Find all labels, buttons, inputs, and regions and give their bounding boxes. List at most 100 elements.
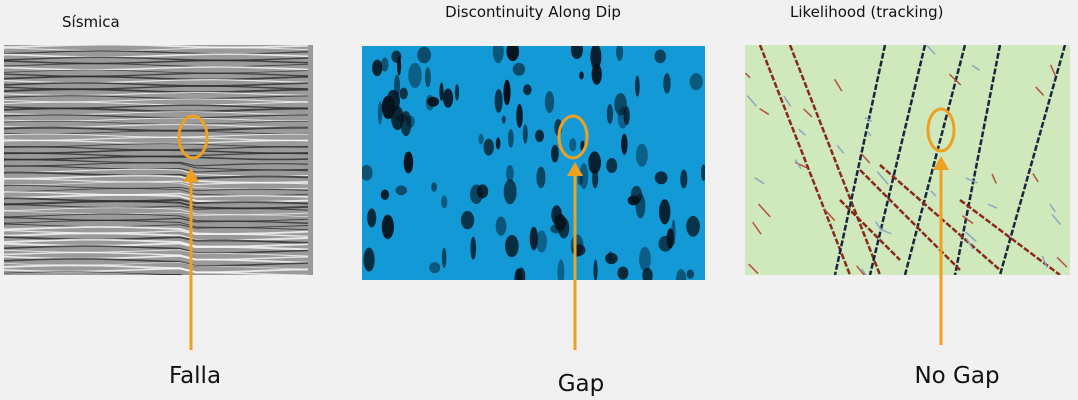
arrow-head — [183, 168, 199, 182]
discontinuity-blob — [623, 106, 630, 126]
discontinuity-blob — [454, 84, 460, 101]
fault-fragment — [874, 221, 883, 232]
seismic-reflector — [4, 210, 309, 217]
discontinuity-blob — [395, 185, 408, 196]
seismic-reflector — [4, 178, 309, 186]
discontinuity-blob — [492, 46, 504, 64]
discontinuity-blob — [592, 169, 599, 189]
discontinuity-blob — [522, 124, 528, 144]
fault-fragment — [991, 173, 997, 184]
discontinuity-blob — [686, 269, 695, 279]
discontinuity-blob — [635, 193, 646, 219]
seismic-reflector — [4, 75, 309, 81]
discontinuity-blob — [700, 164, 705, 181]
seismic-reflector — [4, 220, 309, 228]
seismic-reflector — [4, 59, 309, 65]
fault-fragment — [751, 221, 762, 235]
discontinuity-blob — [570, 46, 583, 60]
seismic-reflector — [4, 47, 309, 52]
seismic-reflector — [4, 267, 309, 275]
discontinuity-blob — [535, 230, 548, 253]
discontinuity-blob — [406, 115, 415, 128]
seismic-reflector — [4, 264, 309, 274]
discontinuity-blob — [503, 179, 517, 205]
fault-fragment — [746, 95, 757, 107]
discontinuity-blob — [557, 259, 565, 280]
fault-fragment — [987, 203, 998, 209]
fault-fragment — [864, 116, 873, 123]
discontinuity-blob — [606, 104, 614, 125]
discontinuity-blob — [591, 63, 602, 85]
discontinuity-blob — [639, 246, 651, 272]
fault-fragment — [971, 64, 980, 71]
discontinuity-blob — [442, 88, 454, 108]
discontinuity-blob — [544, 90, 555, 113]
seismic-reflector — [4, 238, 309, 248]
seismic-reflector — [4, 271, 183, 275]
highlight-ellipse — [926, 107, 956, 153]
panel-title: Sísmica — [62, 13, 120, 31]
discontinuity-blob — [494, 88, 503, 113]
arrow-head — [567, 162, 583, 176]
likelihood-image — [745, 45, 1070, 275]
seismic-reflector — [4, 63, 309, 68]
fault-fragment — [948, 73, 962, 86]
seismic-reflector — [4, 82, 309, 87]
seismic-reflector — [4, 242, 309, 251]
discontinuity-blob — [635, 75, 640, 97]
seismic-reflector — [4, 107, 309, 113]
discontinuity-blob — [495, 216, 507, 236]
discontinuity-blob — [523, 84, 532, 96]
discontinuity-blob — [367, 208, 377, 228]
discontinuity-blob — [616, 46, 624, 61]
discontinuity-texture — [362, 46, 705, 280]
discontinuity-blob — [507, 129, 514, 148]
seismic-reflector — [4, 251, 309, 261]
fault-fragment — [794, 159, 802, 170]
discontinuity-blob — [425, 94, 435, 111]
discontinuity-blob — [408, 62, 422, 88]
discontinuity-blob — [590, 46, 602, 70]
fault-fragment — [798, 128, 806, 136]
discontinuity-blob — [535, 129, 545, 143]
discontinuity-blob — [380, 189, 390, 200]
seismic-reflector — [4, 232, 309, 242]
discontinuity-blob — [381, 214, 394, 240]
seismic-reflector — [4, 258, 309, 267]
fault-fragment — [759, 108, 770, 116]
fault-fragment — [748, 263, 759, 275]
discontinuity-blob — [495, 137, 501, 150]
discontinuity-blob — [516, 267, 526, 280]
fault-fragment — [1035, 86, 1045, 96]
discontinuity-blob — [501, 115, 506, 124]
discontinuity-blob — [506, 46, 520, 62]
fault-fragment — [1049, 203, 1056, 213]
seismic-reflector — [4, 120, 309, 125]
discontinuity-blob — [617, 266, 629, 280]
panel-caption: No Gap — [914, 363, 999, 389]
discontinuity-blob — [642, 267, 653, 280]
discontinuity-blob — [659, 199, 671, 225]
seismic-reflector — [4, 72, 309, 77]
discontinuity-blob — [680, 169, 688, 189]
discontinuity-blob — [380, 57, 389, 72]
seismic-reflector — [4, 126, 308, 132]
seismic-reflector — [4, 53, 309, 58]
fault-fragment — [926, 45, 936, 55]
seismic-reflector — [4, 245, 309, 254]
seismic-reflector — [4, 204, 309, 211]
highlight-ellipse — [177, 114, 209, 160]
fault-fragment — [876, 171, 889, 185]
fault-fragment — [836, 144, 845, 154]
fault-fragment — [860, 153, 871, 164]
discontinuity-blob — [478, 133, 484, 145]
fault-trace — [879, 164, 1001, 271]
fault-trace — [959, 199, 1061, 275]
discontinuity-blob — [654, 49, 667, 64]
seismic-reflector — [4, 66, 309, 71]
discontinuity-blob — [505, 234, 519, 258]
discontinuity-blob — [570, 234, 584, 258]
discontinuity-blob — [394, 74, 400, 98]
seismic-reflector — [4, 50, 309, 55]
